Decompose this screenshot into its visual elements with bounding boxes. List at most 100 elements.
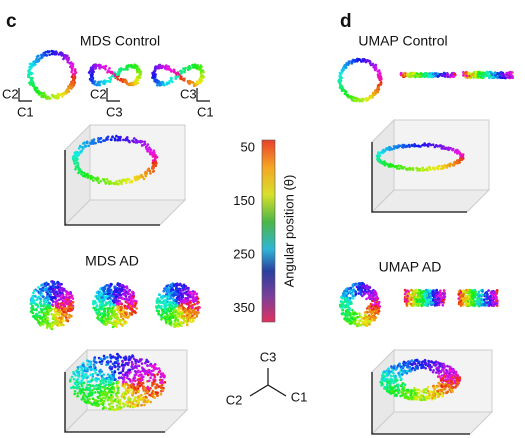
point [70,70,73,74]
point [37,320,40,323]
point [377,309,381,313]
point [54,322,57,326]
point [149,400,152,404]
point [451,148,455,152]
point [112,374,115,377]
point [124,294,128,298]
point [378,151,381,155]
point [132,366,136,369]
point [28,81,31,85]
point [102,179,106,182]
point [141,381,145,385]
point [101,296,104,299]
point [138,384,142,388]
point [384,162,388,166]
point [94,141,97,145]
point [136,404,140,407]
point [125,298,129,301]
point [76,394,79,398]
point [85,173,89,177]
point [48,309,51,313]
point [63,287,66,291]
point [478,71,482,75]
point [344,304,348,308]
point [144,361,147,365]
point [108,67,111,70]
point [144,395,148,399]
point [99,312,103,315]
point [355,282,358,286]
point [60,302,64,305]
point [346,302,350,306]
point [198,306,201,309]
point [94,371,97,375]
scatter-art [27,49,514,436]
point [51,280,54,283]
point [99,140,103,144]
point [69,302,73,306]
point [127,372,131,375]
point [431,72,435,76]
point [107,312,110,316]
point [55,290,58,294]
point [109,315,113,319]
point [30,310,33,313]
point [44,299,47,302]
point [117,182,120,186]
point [56,308,60,311]
point [133,175,136,179]
point [351,308,354,312]
point [107,180,110,183]
point [189,316,192,320]
point [117,391,120,395]
point [155,386,158,390]
point [359,290,363,294]
point [159,301,163,304]
point [127,358,130,362]
point [72,386,76,390]
point [480,298,483,301]
point [145,147,148,151]
point [121,359,124,363]
point [158,63,162,67]
point [52,292,56,296]
point [112,319,116,323]
point [173,304,177,308]
point [99,389,103,393]
point [28,62,32,66]
point [443,74,446,78]
point [380,77,383,80]
point [421,169,425,172]
point [71,62,75,66]
point [37,286,40,289]
point [149,376,152,380]
point [104,182,108,185]
point [144,173,147,177]
point [155,309,159,313]
point [350,302,353,305]
point [49,293,52,296]
point [95,83,99,87]
point [420,303,423,307]
point [114,308,117,312]
point [358,319,361,323]
point [347,60,351,63]
point [58,320,62,324]
point [354,290,358,294]
point [116,368,120,371]
point [117,362,120,366]
point [143,403,146,407]
point [32,315,36,319]
point [436,291,440,294]
point [61,294,64,297]
point [105,294,109,298]
point [62,57,65,61]
point [36,305,40,309]
point [426,290,430,294]
point [46,317,49,321]
point [179,297,182,301]
point [83,141,86,144]
point [93,391,97,394]
point [134,178,137,182]
point [188,295,191,299]
